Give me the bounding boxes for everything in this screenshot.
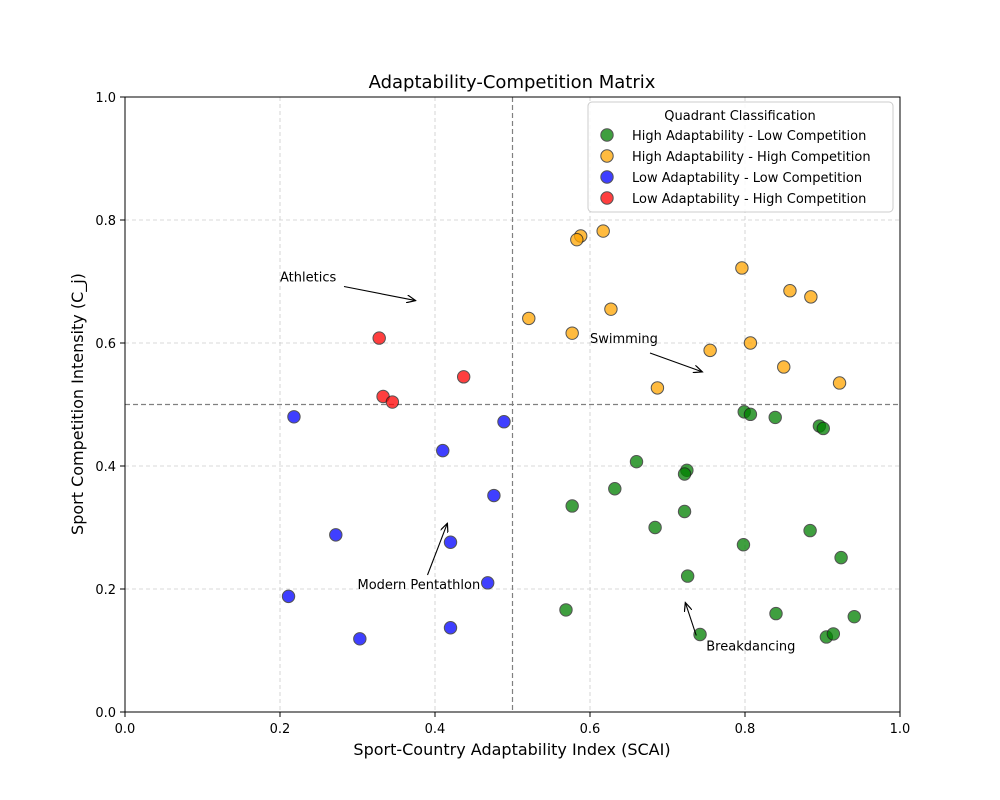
data-point-series-3 (487, 488, 501, 503)
data-point-series-2 (604, 302, 618, 316)
data-point-series-4 (385, 395, 400, 409)
x-tick-label: 0.2 (270, 722, 291, 737)
data-point-series-1 (680, 569, 695, 583)
data-point-series-2 (570, 232, 584, 247)
legend-frame (587, 101, 894, 213)
data-point-series-1 (736, 538, 751, 552)
data-point-series-3 (481, 576, 495, 590)
legend-marker (600, 149, 614, 163)
axes-frame (124, 96, 901, 713)
legend-marker (600, 170, 614, 184)
data-point-series-1 (629, 454, 644, 469)
x-tick-label: 0.4 (425, 722, 446, 737)
y-tick-label: 1.0 (95, 91, 116, 106)
data-point-series-3 (497, 415, 511, 429)
legend-entry-label: High Adaptability - Low Competition (632, 129, 866, 144)
data-point-series-2 (650, 381, 665, 395)
legend: Quadrant Classification High Adaptabilit… (587, 101, 894, 213)
data-point-series-3 (436, 443, 450, 458)
annotation-arrow (426, 523, 448, 576)
data-point-series-2 (832, 376, 847, 390)
legend-title: Quadrant Classification (664, 109, 816, 124)
annotation-label: Athletics (280, 271, 336, 286)
data-point-series-1 (826, 627, 841, 641)
data-point-series-3 (443, 621, 458, 635)
data-point-series-1 (565, 499, 579, 513)
x-tick-label: 0.8 (735, 722, 756, 737)
annotation-arrow (685, 603, 697, 636)
data-point-series-1 (803, 523, 817, 538)
data-point-series-1 (559, 603, 573, 617)
data-point-series-2 (777, 360, 791, 374)
data-point-series-1 (847, 609, 861, 624)
data-point-series-3 (281, 589, 296, 604)
annotation-label: Modern Pentathlon (358, 578, 481, 593)
data-point-series-1 (693, 627, 707, 642)
legend-marker (600, 191, 614, 205)
data-point-series-1 (816, 421, 830, 436)
annotation-label: Swimming (590, 332, 658, 347)
data-point-series-1 (743, 407, 758, 422)
annotation-label: Breakdancing (706, 640, 795, 655)
x-axis-label: Sport-Country Adaptability Index (SCAI) (353, 740, 670, 759)
legend-entry-label: Low Adaptability - Low Competition (632, 171, 862, 186)
data-point-series-3 (353, 632, 367, 646)
data-point-series-2 (743, 336, 758, 350)
data-point-series-2 (522, 311, 536, 326)
annotation-arrow (343, 285, 416, 301)
data-point-series-1 (677, 467, 692, 481)
plot-area: 0.0 0.2 0.4 0.6 0.8 1.0 0.0 0.2 0.4 0.6 0.8 1.0 Athl… (95, 91, 910, 737)
y-tick-label: 0.6 (95, 337, 116, 352)
data-point-series-1 (608, 482, 622, 496)
data-point-series-4 (372, 331, 386, 345)
x-tick-label: 1.0 (890, 722, 911, 737)
annotation-arrow (649, 352, 702, 372)
y-tick-label: 0.0 (95, 706, 116, 721)
y-tick-label: 0.2 (95, 583, 116, 598)
legend-entry-label: Low Adaptability - High Competition (632, 192, 866, 207)
data-point-series-4 (456, 370, 471, 384)
data-point-series-3 (443, 535, 458, 549)
data-point-series-2 (804, 290, 818, 304)
data-point-series-1 (677, 504, 692, 519)
data-point-series-3 (287, 410, 301, 424)
data-point-series-1 (769, 606, 783, 621)
x-tick-label: 0.0 (115, 722, 136, 737)
data-point-series-2 (596, 224, 610, 238)
data-point-series-1 (768, 410, 782, 425)
legend-marker (600, 128, 614, 142)
data-point-series-1 (648, 520, 662, 535)
data-point-series-2 (565, 326, 579, 340)
y-tick-label: 0.8 (95, 214, 116, 229)
y-axis-label: Sport Competition Intensity (C_j) (68, 273, 88, 535)
data-point-series-2 (703, 343, 717, 358)
x-tick-label: 0.6 (580, 722, 601, 737)
chart-title: Adaptability-Competition Matrix (369, 72, 656, 93)
legend-entry-label: High Adaptability - High Competition (632, 150, 871, 165)
data-point-series-2 (783, 284, 797, 298)
data-point-series-3 (329, 528, 343, 542)
data-point-series-2 (735, 261, 749, 275)
data-point-series-1 (834, 550, 848, 565)
y-tick-label: 0.4 (95, 460, 116, 475)
